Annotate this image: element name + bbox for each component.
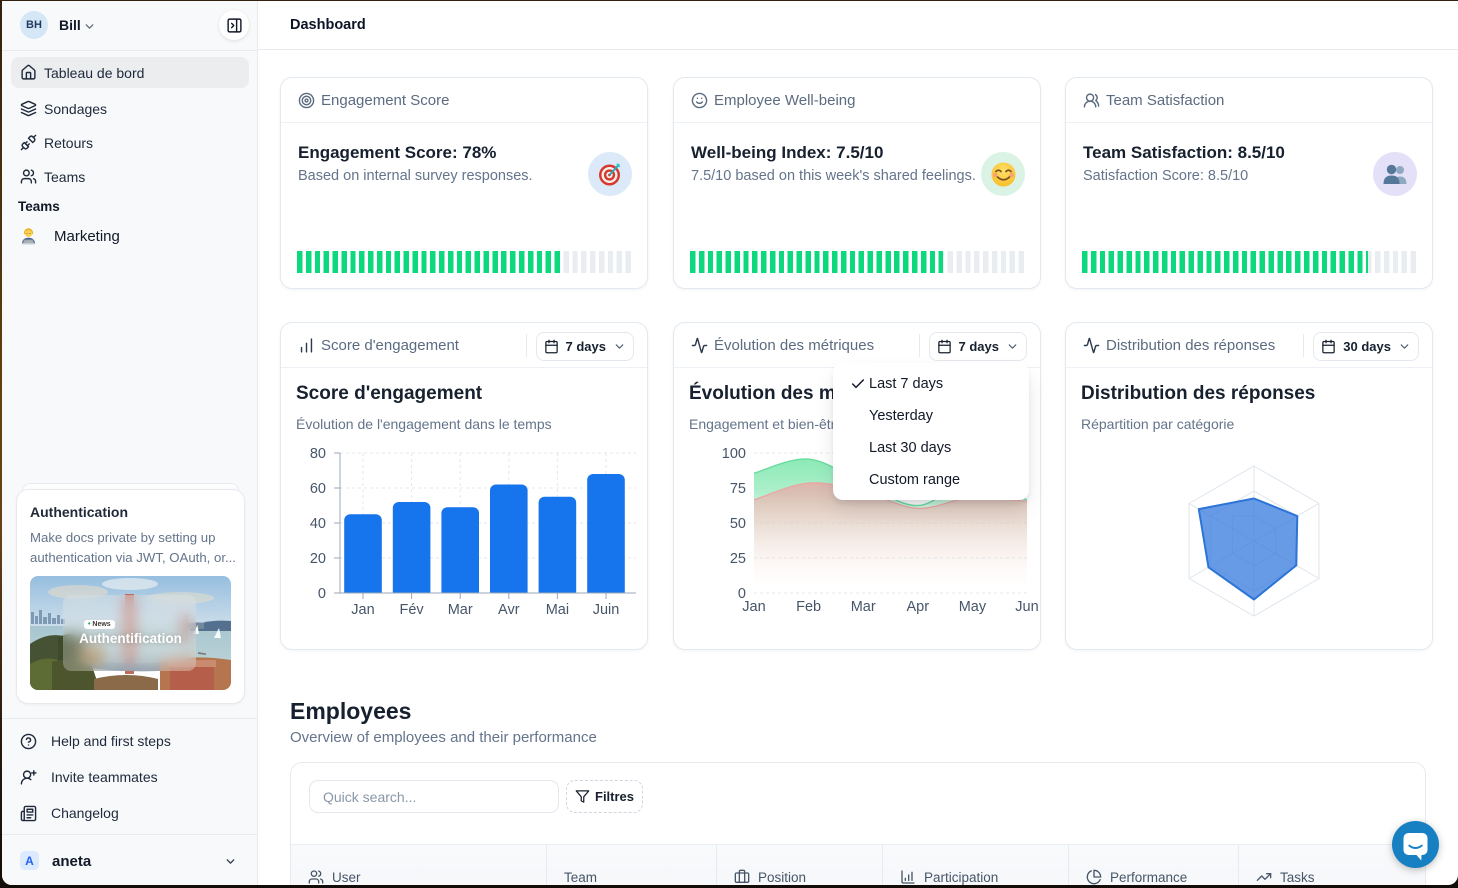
svg-text:0: 0 (738, 586, 746, 602)
svg-text:0: 0 (318, 586, 326, 602)
svg-text:60: 60 (310, 481, 326, 497)
svg-text:Avr: Avr (498, 602, 520, 618)
svg-text:Feb: Feb (796, 599, 821, 615)
svg-text:20: 20 (310, 551, 326, 567)
svg-text:25: 25 (730, 551, 746, 567)
svg-text:Jan: Jan (742, 599, 765, 615)
svg-text:Juin: Juin (593, 602, 620, 618)
svg-text:100: 100 (722, 446, 746, 462)
svg-text:Fév: Fév (400, 602, 425, 618)
svg-text:Mar: Mar (851, 599, 876, 615)
svg-text:Mai: Mai (546, 602, 569, 618)
svg-text:Jan: Jan (351, 602, 374, 618)
svg-text:May: May (959, 599, 987, 615)
svg-text:40: 40 (310, 516, 326, 532)
svg-text:80: 80 (310, 446, 326, 462)
svg-text:50: 50 (730, 516, 746, 532)
svg-text:Mar: Mar (448, 602, 473, 618)
svg-text:Jun: Jun (1015, 599, 1038, 615)
svg-text:Apr: Apr (907, 599, 930, 615)
svg-text:75: 75 (730, 481, 746, 497)
